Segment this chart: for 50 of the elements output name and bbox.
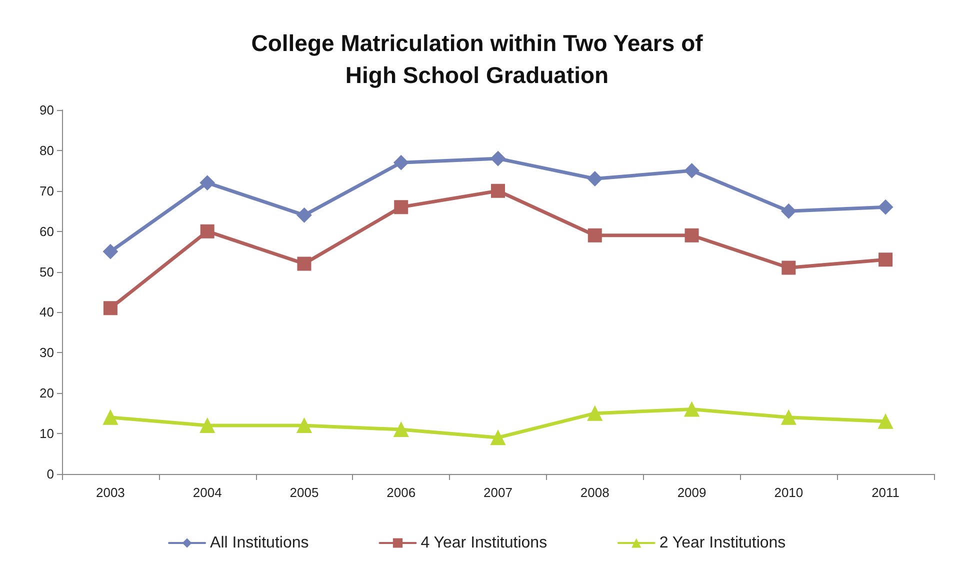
point: [878, 252, 893, 267]
y-tick-label: 10: [40, 426, 54, 442]
point: [684, 163, 700, 178]
y-tick-label: 30: [40, 345, 54, 360]
point: [588, 228, 602, 242]
chart-title: College Matriculation within Two Years of High School Graduation: [251, 30, 704, 88]
point: [878, 414, 894, 429]
point: [296, 208, 312, 223]
x-tick-label: 2004: [192, 485, 222, 500]
point: [200, 175, 215, 190]
legend-label: 2 Year Institutions: [659, 534, 786, 552]
point: [394, 200, 408, 214]
point: [103, 301, 118, 316]
point: [587, 171, 602, 186]
point: [102, 244, 118, 260]
point: [684, 228, 699, 242]
point: [102, 410, 118, 425]
y-tick-label: 70: [40, 183, 54, 198]
y-tick-label: 50: [40, 264, 54, 280]
y-tick-label: 80: [40, 142, 54, 158]
legend-label: 4 Year Institutions: [420, 534, 548, 552]
point: [200, 418, 215, 433]
x-tick-label: 2007: [484, 485, 512, 500]
x-tick-label: 2011: [872, 485, 900, 500]
y-tick-label: 40: [40, 304, 54, 320]
point: [781, 204, 796, 219]
point: [782, 260, 796, 275]
point: [394, 155, 409, 170]
point: [490, 151, 506, 166]
point: [491, 184, 505, 198]
point: [200, 224, 214, 238]
x-tick-label: 2006: [386, 485, 416, 500]
legend-label: All Institutions: [210, 534, 309, 552]
x-tick-label: 2010: [774, 485, 804, 500]
point: [394, 422, 409, 438]
point: [878, 200, 894, 215]
point: [297, 256, 312, 271]
y-tick-label: 20: [40, 386, 54, 401]
y-tick-label: 0: [46, 466, 54, 482]
x-tick-label: 2003: [96, 485, 125, 500]
x-tick-label: 2005: [290, 485, 319, 500]
y-tick-label: 60: [40, 224, 54, 239]
point: [684, 402, 700, 417]
point: [781, 410, 796, 425]
point: [587, 406, 602, 421]
y-tick-label: 90: [40, 102, 54, 118]
x-tick-label: 2008: [580, 485, 610, 500]
point: [490, 430, 506, 446]
point: [296, 418, 312, 433]
x-tick-label: 2009: [677, 485, 706, 500]
